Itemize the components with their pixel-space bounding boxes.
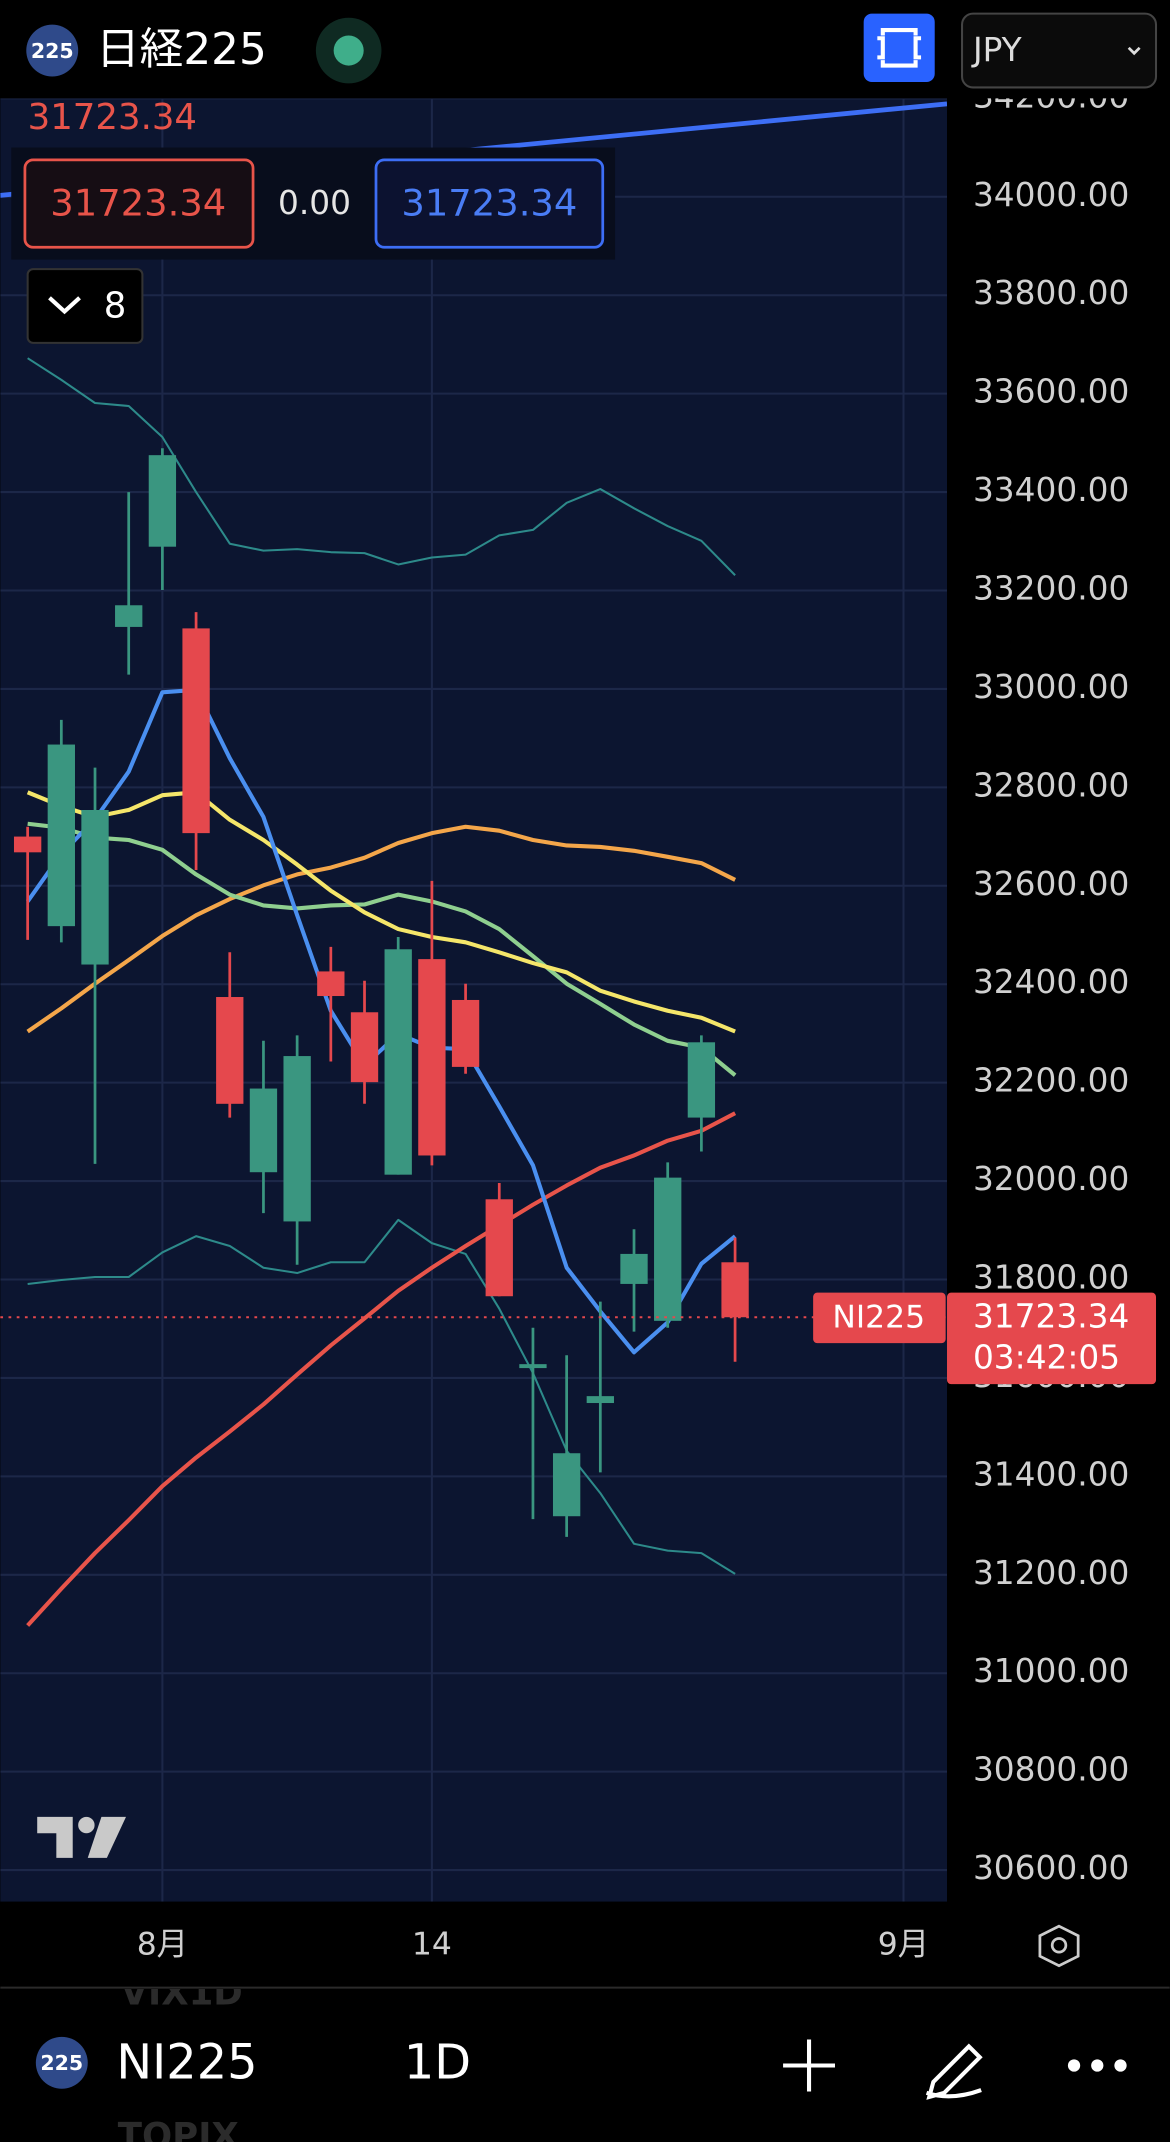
indicator-count: 8: [104, 285, 127, 326]
ghost-symbol: VIX1D: [121, 1972, 243, 2013]
candle-body: [249, 1088, 278, 1173]
more-button[interactable]: [1067, 2059, 1127, 2072]
indicator-line: [26, 1111, 737, 1627]
currency: JPY: [971, 31, 1023, 69]
candle-body: [350, 1012, 379, 1083]
indicator-line: [27, 357, 736, 576]
y-tick-label: 32000.00: [973, 1160, 1129, 1198]
price-axis-tag: [947, 1292, 1157, 1385]
y-tick-label: 32800.00: [973, 766, 1129, 804]
candle-body: [182, 628, 210, 834]
bar-countdown: 03:42:05: [973, 1339, 1120, 1377]
fullscreen-icon: [877, 28, 922, 68]
y-tick-label: 31400.00: [973, 1455, 1129, 1493]
candle-body: [451, 999, 480, 1067]
interval-button[interactable]: 1D: [404, 2036, 471, 2091]
price-axis-label: 31723.34: [973, 1298, 1129, 1336]
candle-body: [586, 1396, 614, 1404]
spread: 0.00: [278, 184, 351, 222]
candle-body: [418, 959, 446, 1156]
settings-icon-hole: [1050, 1937, 1068, 1954]
price-line-name: NI225: [832, 1300, 925, 1336]
indicator-line: [26, 824, 737, 1034]
y-tick-label: 30800.00: [973, 1751, 1129, 1789]
more-dot: [1091, 2059, 1104, 2072]
indicator-toggle[interactable]: [26, 268, 144, 344]
fullscreen-button[interactable]: [863, 13, 935, 82]
price-line-tag: [813, 1292, 946, 1344]
more-dot: [1114, 2059, 1127, 2072]
market-status-dot: [333, 35, 364, 66]
y-tick-label: 31000.00: [973, 1652, 1129, 1690]
symbol-badge: [35, 2036, 88, 2089]
y-tick-label: 34000.00: [973, 176, 1129, 214]
x-tick-label: 14: [412, 1926, 452, 1962]
ghost-symbol: TOPIX: [118, 2116, 239, 2142]
symbol-title[interactable]: 日経225: [96, 24, 267, 75]
candle-body: [317, 971, 345, 997]
candle-body: [620, 1253, 648, 1284]
candle-body: [115, 605, 143, 627]
candle-body: [283, 1056, 311, 1222]
buy-price: 31723.34: [401, 181, 577, 224]
bottom-bar: VIX1D TOPIX: [118, 1972, 243, 2142]
y-tick-label: 32400.00: [973, 963, 1129, 1001]
candle-body: [721, 1262, 749, 1318]
y-tick-label: 33800.00: [973, 274, 1129, 312]
y-tick-label: 33400.00: [973, 471, 1129, 509]
last-price: 31723.34: [28, 97, 197, 138]
plot-area: [0, 98, 948, 1902]
candle-body: [485, 1199, 513, 1297]
currency-select[interactable]: [961, 12, 1158, 89]
candle-body: [47, 744, 75, 927]
y-tick-label: 32200.00: [973, 1062, 1129, 1100]
candle-body: [654, 1177, 682, 1321]
settings-icon[interactable]: [1038, 1924, 1080, 1968]
candle-body: [687, 1042, 716, 1118]
more-dot: [1067, 2059, 1081, 2072]
candle-body: [552, 1453, 581, 1517]
x-tick-label: 8月: [137, 1926, 188, 1962]
buy-button[interactable]: [374, 158, 605, 249]
candle-body: [148, 455, 177, 547]
y-axis: 30600.00 30800.00 31000.00 31200.00 31400.00…: [973, 77, 1129, 1887]
x-axis: 8月 14 9月: [137, 1926, 930, 1962]
badge-text: 225: [31, 39, 74, 63]
candle-body: [13, 836, 42, 853]
badge-text: 225: [40, 2051, 83, 2075]
candle-body: [384, 949, 412, 1175]
draw-button[interactable]: [925, 2043, 983, 2100]
sell-price: 31723.34: [50, 181, 226, 224]
symbol-badge: [26, 24, 79, 77]
y-tick-label: 33000.00: [973, 668, 1129, 706]
y-tick-label: 33600.00: [973, 373, 1129, 411]
y-tick-label: 33200.00: [973, 570, 1129, 608]
indicator-line: [25, 687, 737, 1355]
indicator-line: [27, 1218, 736, 1575]
y-tick-label: 31800.00: [973, 1259, 1129, 1297]
candle-body: [519, 1364, 547, 1369]
y-tick-label: 30600.00: [973, 1849, 1129, 1887]
candle-body: [216, 997, 244, 1104]
indicator-line: [26, 790, 736, 1034]
symbol-button[interactable]: NI225: [116, 2036, 257, 2091]
logo-dot: [78, 1816, 95, 1834]
add-button[interactable]: [783, 2039, 835, 2092]
sell-button[interactable]: [23, 158, 255, 249]
indicator-line: [27, 821, 737, 1077]
y-tick-label: 32600.00: [973, 865, 1129, 903]
dropdown-chevron: [1127, 46, 1141, 56]
candle-body: [81, 809, 109, 965]
y-tick-label: 31200.00: [973, 1554, 1129, 1592]
indicator-chevron: [48, 296, 81, 315]
grid: [0, 98, 948, 1902]
logo: [37, 1816, 127, 1858]
x-tick-label: 9月: [878, 1926, 929, 1962]
marks: [0, 101, 948, 1627]
